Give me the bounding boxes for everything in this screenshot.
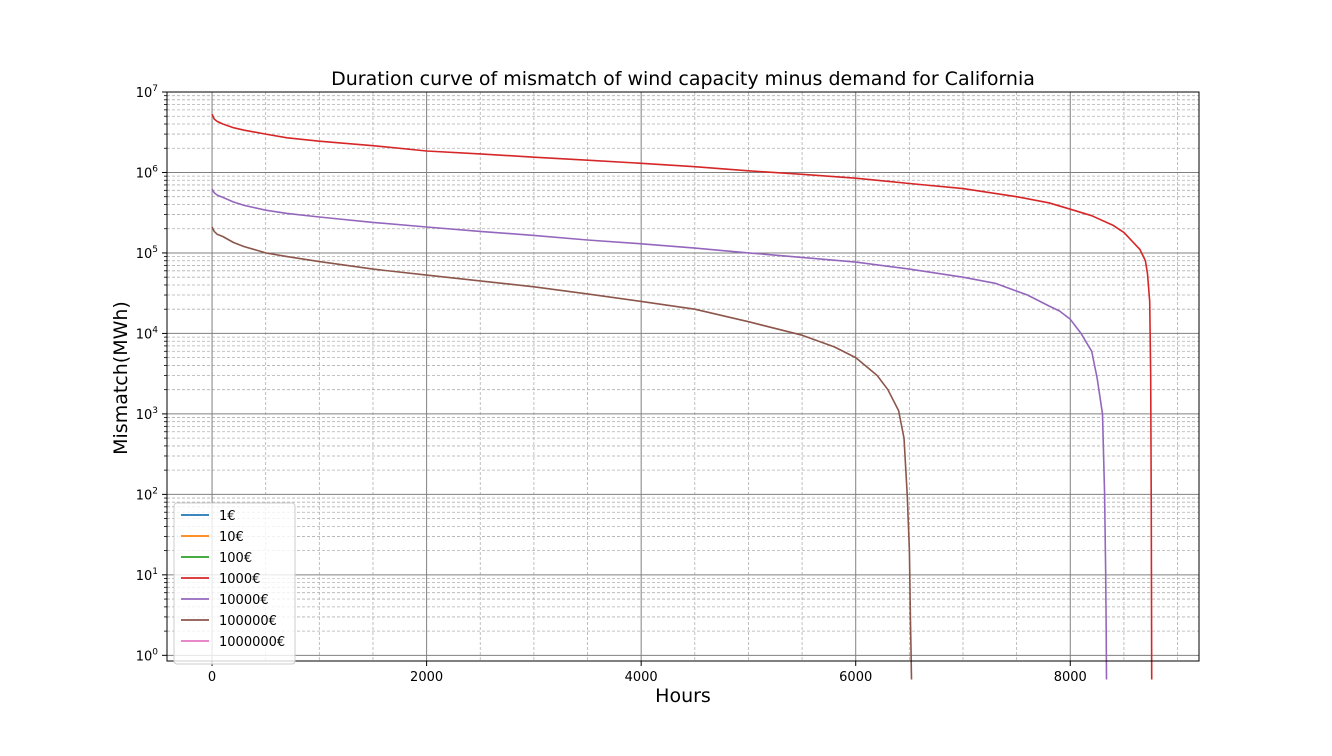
grid (167, 91, 1199, 661)
x-tick-label: 6000 (839, 670, 872, 685)
legend-label: 1000000€ (219, 635, 285, 650)
legend-label: 1€ (219, 509, 236, 524)
plot-frame (166, 91, 1200, 662)
chart-title: Duration curve of mismatch of wind capac… (331, 68, 1035, 90)
y-tick-label: 103 (136, 406, 158, 423)
x-tick-label: 8000 (1054, 670, 1087, 685)
y-axis-ticks: 100 101 102 103 104 105 106 107 (136, 84, 167, 664)
x-tick-label: 2000 (410, 670, 443, 685)
y-tick-label: 105 (136, 245, 158, 262)
series-line (211, 113, 1153, 680)
legend-label: 10€ (219, 530, 244, 545)
y-tick-label: 104 (136, 325, 159, 342)
y-axis-label: Mismatch(MWh) (110, 301, 132, 455)
legend-label: 100000€ (219, 614, 277, 629)
y-tick-label: 101 (136, 567, 158, 584)
series-line (211, 226, 913, 680)
x-axis-ticks: 0 2000 4000 6000 8000 (208, 661, 1087, 685)
legend-label: 10000€ (219, 593, 269, 608)
x-axis-label: Hours (655, 685, 711, 707)
y-tick-label: 102 (136, 486, 158, 503)
legend-label: 1000€ (219, 572, 260, 587)
series-line (211, 188, 1108, 680)
x-tick-label: 0 (208, 670, 216, 685)
x-tick-label: 4000 (625, 670, 658, 685)
y-tick-label: 107 (136, 84, 158, 101)
legend-box (173, 502, 296, 665)
legend: 1€ 10€ 100€ 1000€ 10000€ 100000€ 1000000€ (173, 502, 296, 665)
legend-label: 100€ (219, 551, 252, 566)
y-tick-label: 106 (136, 164, 159, 181)
series-lines (211, 113, 1153, 680)
y-tick-label: 100 (136, 647, 159, 664)
